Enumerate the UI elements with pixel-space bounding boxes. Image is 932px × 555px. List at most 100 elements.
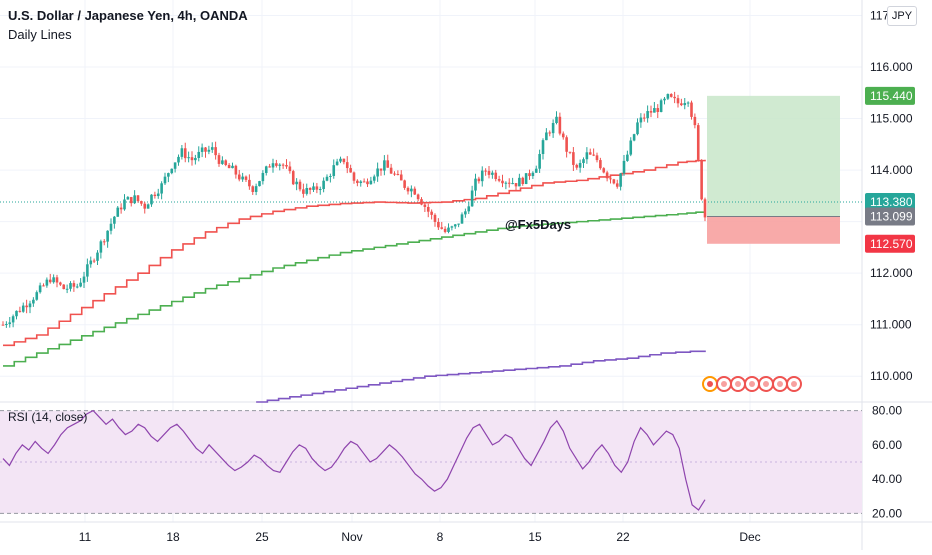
candle-body — [511, 183, 514, 185]
candle-body — [632, 134, 636, 141]
time-tick-label: Dec — [739, 530, 760, 544]
candle-body — [332, 165, 336, 176]
candle-body — [275, 163, 278, 166]
indicator-label: Daily Lines — [8, 27, 72, 42]
time-tick-label: 22 — [616, 530, 630, 544]
candle-body — [248, 179, 251, 187]
symbol-title: U.S. Dollar / Japanese Yen, 4h, OANDA — [8, 8, 248, 23]
candle-body — [72, 283, 76, 287]
candle-body — [453, 224, 457, 227]
candle-body — [291, 171, 295, 185]
candle-body — [329, 175, 332, 177]
currency-badge[interactable]: JPY — [887, 6, 917, 26]
indicator-line-green — [3, 211, 706, 367]
candle-body — [393, 173, 396, 175]
candle-body — [183, 148, 187, 159]
candle-body — [106, 230, 109, 242]
event-marker-dot — [777, 380, 783, 387]
indicator-line-red — [3, 159, 706, 347]
candle-body — [52, 277, 55, 283]
candle-body — [204, 147, 207, 152]
candle-body — [21, 305, 25, 312]
candle-body — [612, 179, 616, 184]
candle-body — [75, 286, 79, 288]
candle-body — [244, 176, 248, 180]
candle-body — [356, 180, 359, 184]
candle-body — [335, 161, 339, 166]
candle-body — [470, 190, 474, 207]
price-tag-label-stop: 112.570 — [870, 237, 913, 251]
candle-body — [518, 177, 521, 187]
candle-body — [227, 164, 231, 169]
candle-body — [32, 299, 35, 304]
candle-body — [109, 223, 113, 231]
candle-body — [680, 103, 683, 106]
time-tick-label: Nov — [341, 530, 362, 544]
price-tick-label: 112.000 — [870, 266, 913, 280]
candle-body — [99, 241, 103, 253]
rsi-tick-label: 80.00 — [872, 404, 902, 418]
candle-body — [59, 282, 62, 285]
candle-body — [217, 155, 221, 164]
rsi-pane — [0, 409, 862, 514]
candle-body — [420, 199, 423, 205]
candle-body — [413, 188, 417, 195]
candle-body — [362, 181, 366, 183]
candle-body — [170, 168, 174, 174]
candle-body — [467, 206, 471, 212]
candle-body — [440, 227, 444, 229]
candle-body — [531, 172, 535, 177]
candle-body — [325, 176, 329, 181]
candle-body — [38, 285, 42, 293]
candle-body — [173, 162, 177, 169]
candle-body — [426, 206, 430, 212]
author-watermark: @Fx5Days — [505, 217, 572, 232]
candle-body — [399, 174, 403, 181]
candle-body — [497, 179, 501, 181]
candle-body — [474, 178, 477, 191]
candle-body — [406, 187, 410, 192]
candle-body — [65, 288, 69, 290]
candle-body — [480, 170, 484, 182]
candle-body — [160, 183, 163, 194]
candle-body — [410, 188, 413, 192]
candle-body — [484, 170, 487, 172]
candle-body — [200, 147, 204, 152]
candle-body — [123, 199, 126, 210]
candle-body — [156, 193, 160, 197]
event-marker-dot — [735, 380, 741, 387]
candle-body — [285, 164, 288, 167]
candle-body — [194, 157, 197, 161]
time-tick-label: 25 — [255, 530, 269, 544]
event-marker-dot — [791, 380, 797, 387]
candle-body — [548, 132, 552, 134]
time-tick-label: 18 — [166, 530, 180, 544]
candle-body — [281, 164, 285, 166]
candle-body — [143, 203, 147, 209]
candle-body — [11, 316, 15, 323]
candle-body — [437, 221, 440, 228]
candle-body — [5, 323, 8, 325]
candle-body — [322, 180, 325, 190]
candle-body — [102, 241, 106, 243]
candle-body — [369, 180, 373, 185]
time-tick-label: 11 — [79, 530, 92, 544]
candle-body — [345, 162, 349, 169]
candle-body — [25, 305, 28, 308]
event-marker-dot — [763, 380, 769, 387]
price-tick-label: 116.000 — [870, 60, 913, 74]
candle-body — [605, 172, 609, 179]
candle-body — [79, 282, 82, 287]
candle-body — [403, 180, 406, 188]
candle-body — [386, 160, 390, 168]
candle-body — [258, 181, 261, 187]
candle-body — [372, 176, 376, 181]
candle-body — [703, 199, 707, 218]
candle-body — [379, 168, 383, 171]
candle-body — [683, 103, 687, 106]
candle-body — [82, 276, 86, 283]
candle-body — [140, 201, 143, 204]
candle-body — [666, 94, 670, 99]
candle-body — [700, 159, 703, 200]
